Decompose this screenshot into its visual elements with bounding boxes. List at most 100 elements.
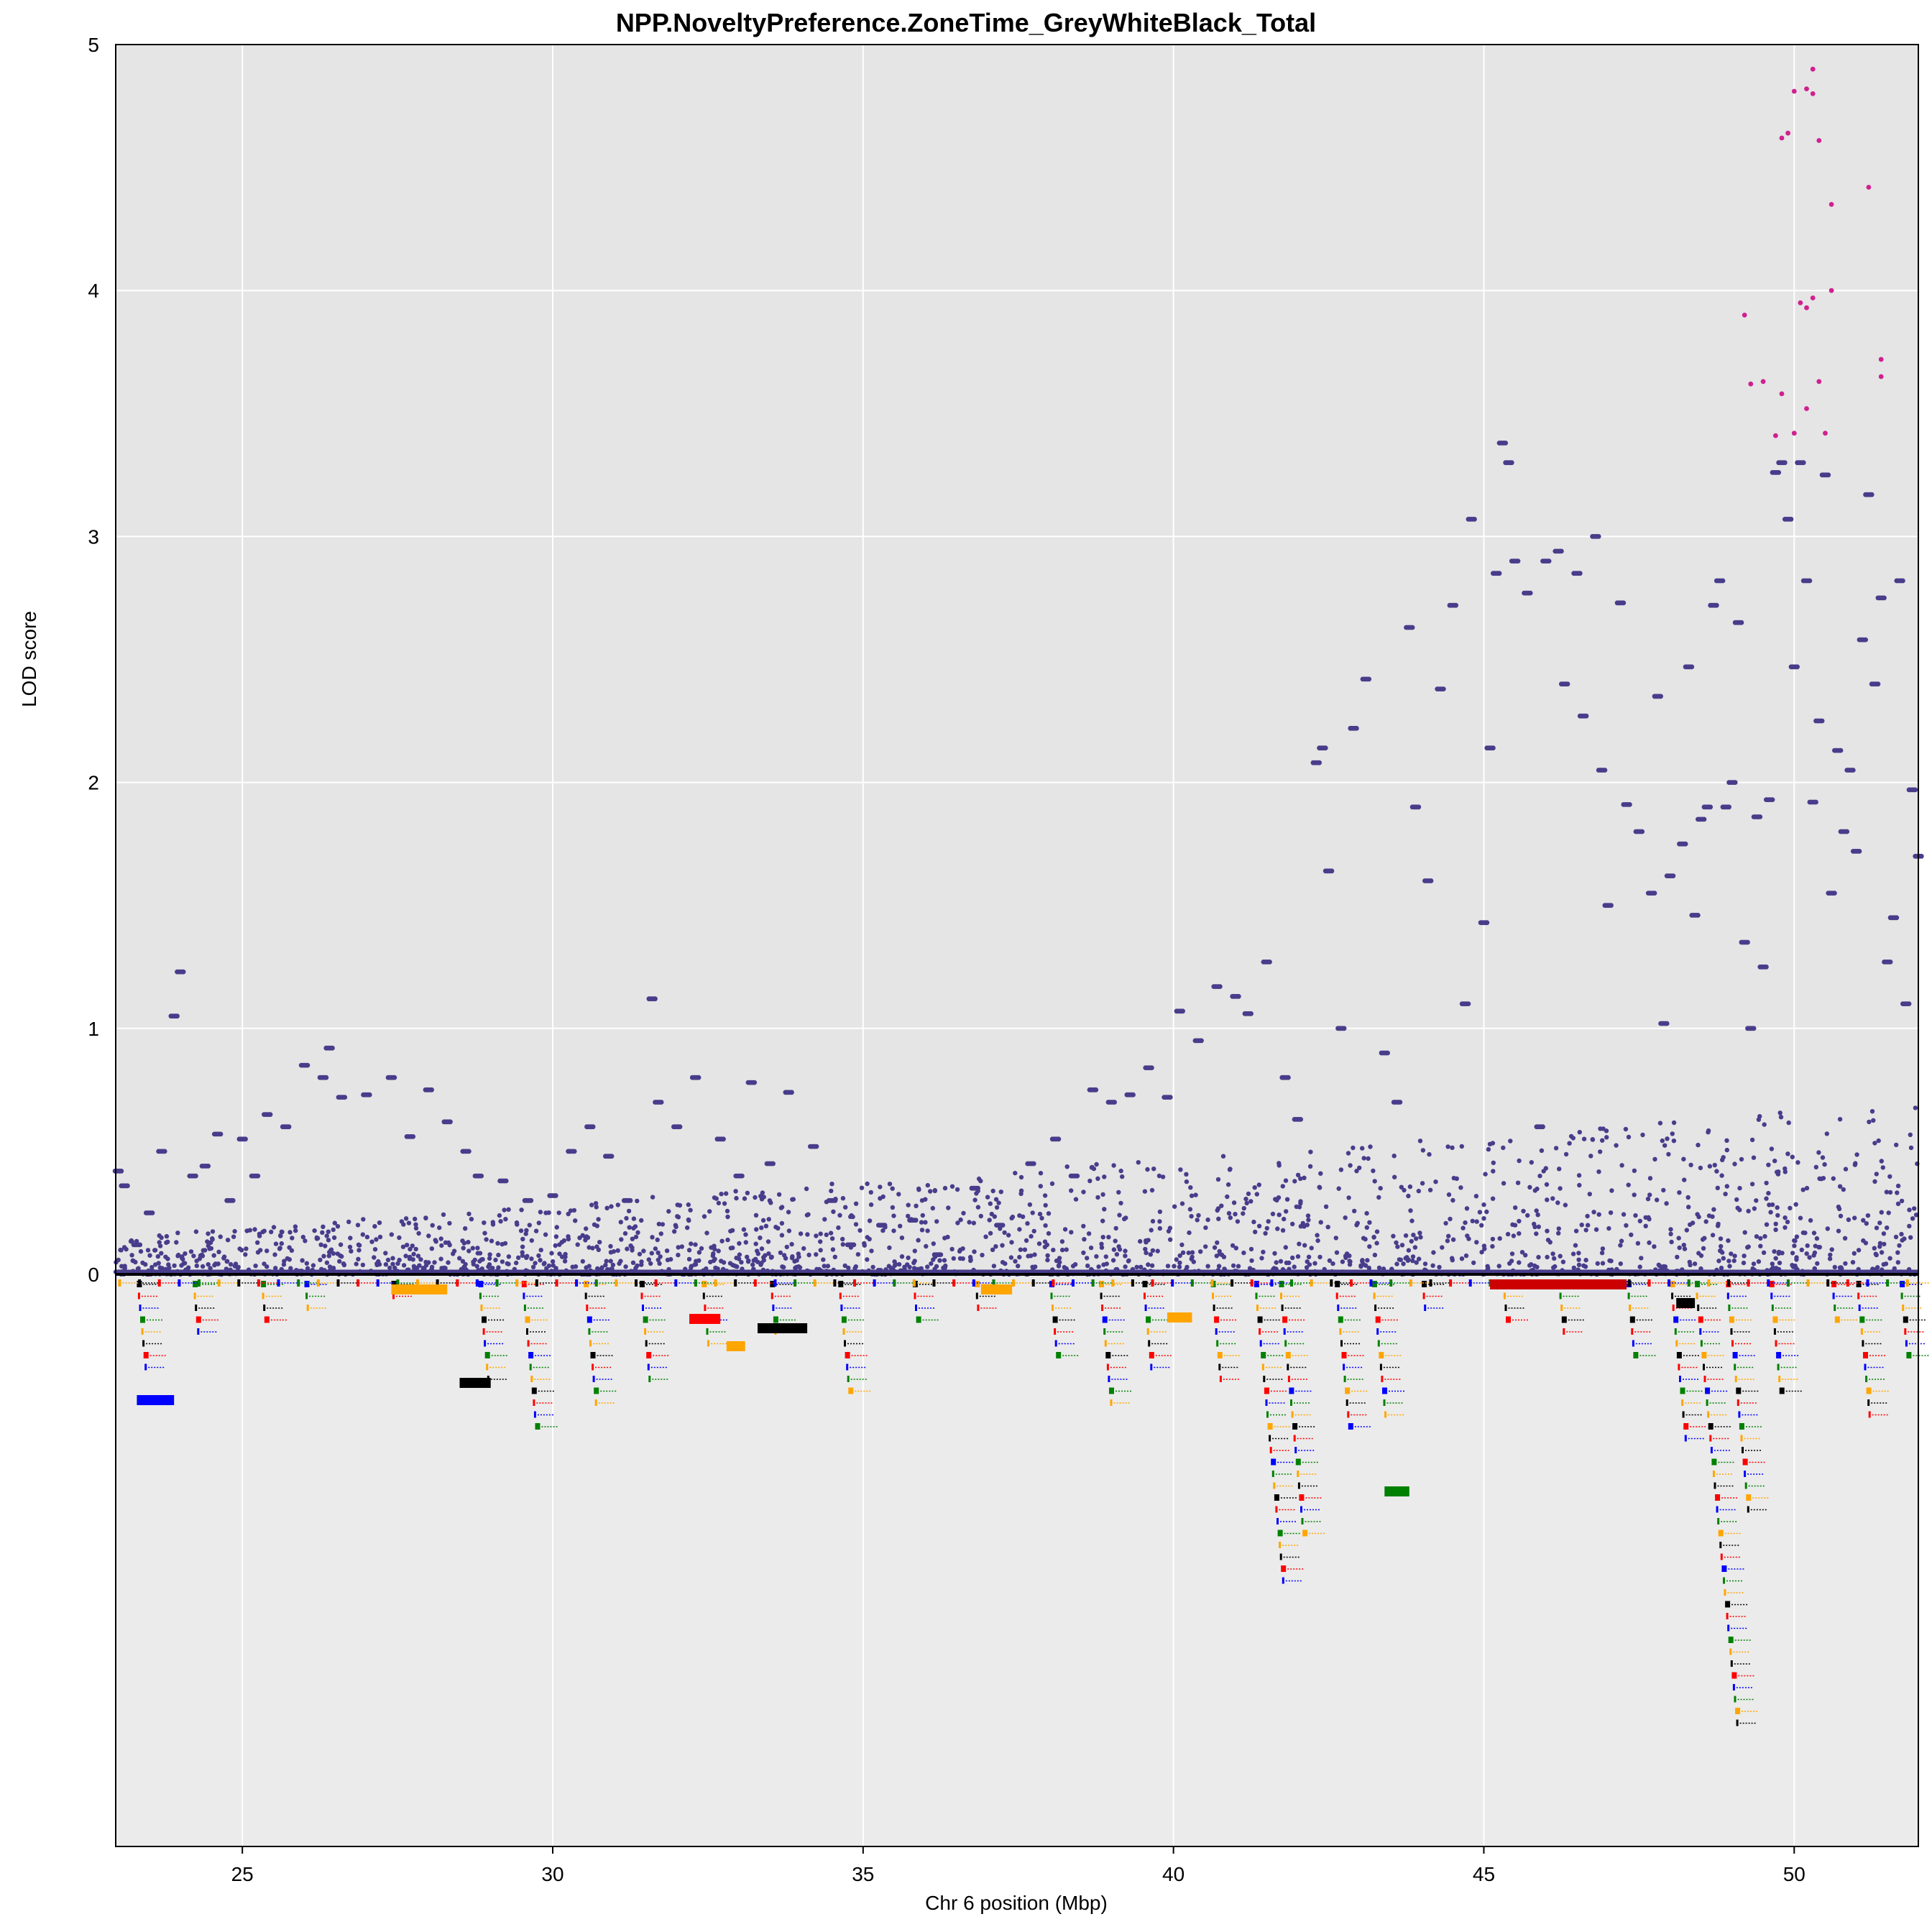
gene-glyph xyxy=(118,1279,121,1287)
gene-glyph xyxy=(1146,1316,1151,1323)
lod-point xyxy=(1069,1230,1074,1235)
lod-point xyxy=(1846,1217,1852,1223)
lod-points xyxy=(112,66,1924,1277)
lod-point xyxy=(1786,1120,1791,1126)
lod-point xyxy=(790,1197,795,1202)
lod-point xyxy=(1427,1187,1433,1192)
lod-point xyxy=(1577,571,1583,576)
lod-point xyxy=(1732,1162,1737,1167)
lod-point xyxy=(855,1252,861,1257)
gene-glyph xyxy=(195,1305,198,1311)
lod-point xyxy=(754,1227,759,1232)
gene-glyph xyxy=(1281,1565,1287,1572)
gene-glyph xyxy=(1900,1292,1903,1300)
lod-point xyxy=(338,1253,343,1259)
gene-glyph xyxy=(391,1284,448,1294)
lod-point xyxy=(648,1261,653,1266)
gene-glyph xyxy=(1052,1279,1055,1287)
gene-glyph xyxy=(1310,1279,1313,1287)
gene-glyph xyxy=(1674,1328,1677,1335)
lod-point xyxy=(1887,960,1893,965)
lod-point xyxy=(688,1208,693,1213)
lod-point xyxy=(1473,1194,1479,1199)
gene-glyph xyxy=(1560,1305,1563,1311)
lod-point xyxy=(461,1246,466,1251)
gene-glyph xyxy=(1345,1387,1351,1394)
lod-point xyxy=(1775,1205,1780,1210)
lod-point xyxy=(1264,1225,1270,1231)
lod-point xyxy=(1081,1223,1086,1229)
lod-point xyxy=(1776,1251,1781,1256)
lod-point xyxy=(1810,91,1816,96)
gene-glyph xyxy=(674,1279,678,1287)
gene-glyph xyxy=(1101,1305,1104,1311)
lod-point xyxy=(423,1259,428,1265)
lod-point xyxy=(1762,1234,1767,1239)
lod-point xyxy=(1266,1219,1271,1224)
lod-point xyxy=(134,1238,139,1244)
gene-glyph xyxy=(1293,1435,1296,1442)
gene-glyph xyxy=(1052,1316,1058,1323)
gene-glyph xyxy=(1860,1328,1863,1335)
lod-point xyxy=(1895,1250,1900,1255)
lod-point xyxy=(1241,1250,1246,1256)
lod-point xyxy=(1203,1225,1208,1230)
lod-point xyxy=(1180,1250,1186,1256)
lod-point xyxy=(1894,1142,1899,1148)
gene-glyph xyxy=(306,1305,309,1311)
lod-point xyxy=(1112,1100,1117,1105)
lod-point xyxy=(1876,1138,1881,1144)
lod-point xyxy=(867,1236,872,1242)
lod-point xyxy=(413,1222,418,1227)
gene-glyph xyxy=(1627,1279,1631,1287)
lod-point xyxy=(206,1231,211,1236)
lod-point xyxy=(590,1124,596,1130)
lod-point xyxy=(172,1263,177,1269)
gene-glyph xyxy=(1771,1305,1774,1311)
lod-point xyxy=(1513,1205,1518,1210)
lod-point xyxy=(1420,1148,1426,1153)
lod-point xyxy=(1397,1257,1402,1262)
gene-glyph xyxy=(1282,1577,1284,1584)
lod-point xyxy=(676,1252,681,1258)
lod-point xyxy=(236,1264,241,1270)
lod-point xyxy=(958,1217,963,1223)
lod-point xyxy=(520,1244,525,1249)
lod-point xyxy=(200,1264,206,1269)
lod-point xyxy=(1782,1225,1788,1230)
lod-point xyxy=(1596,1212,1601,1217)
lod-point xyxy=(1215,1177,1221,1182)
lod-point xyxy=(1837,1265,1843,1270)
gene-glyph xyxy=(475,1279,479,1287)
lod-point xyxy=(615,1248,620,1254)
gene-glyph xyxy=(436,1279,439,1287)
gene-glyph xyxy=(1341,1352,1347,1358)
gene-glyph xyxy=(1506,1316,1511,1323)
gene-glyph xyxy=(1676,1352,1682,1358)
lod-point xyxy=(194,1263,199,1269)
lod-point xyxy=(1102,1207,1107,1212)
gene-glyph xyxy=(1343,1363,1346,1371)
lod-point xyxy=(233,1261,239,1266)
gene-glyph xyxy=(1261,1363,1264,1371)
lod-point xyxy=(471,1261,476,1267)
gene-glyph xyxy=(1109,1387,1114,1394)
lod-point xyxy=(1521,1208,1526,1214)
lod-point xyxy=(489,1238,494,1243)
lod-point xyxy=(314,1235,319,1241)
gene-glyph xyxy=(1905,1279,1909,1287)
lod-point xyxy=(318,1257,323,1263)
gene-glyph xyxy=(1150,1363,1153,1371)
lod-point xyxy=(976,1176,982,1182)
lod-point xyxy=(206,1262,211,1267)
lod-point xyxy=(1226,1210,1232,1216)
lod-point xyxy=(1348,1163,1353,1168)
lod-point xyxy=(1828,288,1834,293)
lod-point xyxy=(1195,1218,1200,1223)
gene-glyph xyxy=(138,1279,142,1287)
gene-glyph xyxy=(1906,1352,1912,1358)
gene-panel xyxy=(116,1274,1918,1846)
lod-point xyxy=(1698,1253,1704,1259)
lod-point xyxy=(1099,1245,1105,1250)
lod-point xyxy=(1559,548,1564,554)
